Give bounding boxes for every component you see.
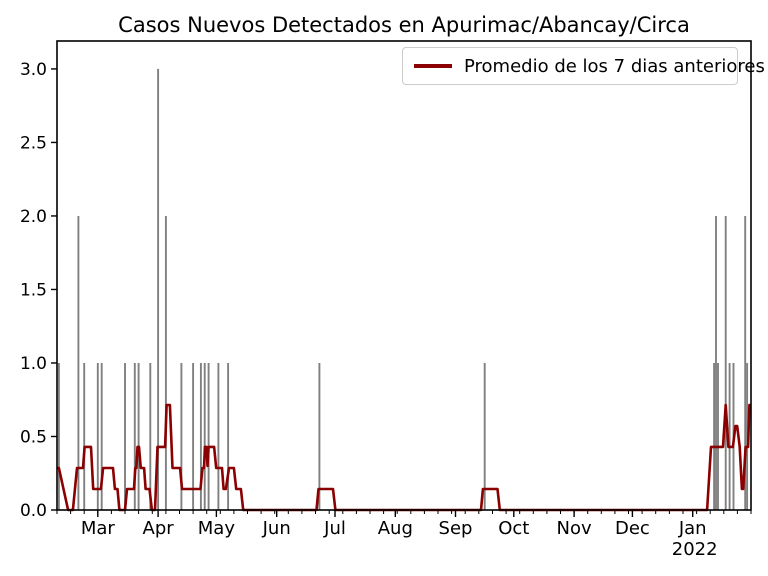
x-tick-label: Mar <box>81 518 116 539</box>
y-tick-label: 2.0 <box>20 207 47 227</box>
x-tick-label: Jun <box>262 518 291 539</box>
x-tick-label: Apr <box>143 518 175 539</box>
case-bars <box>57 68 749 510</box>
axes-frame <box>56 40 752 511</box>
x-tick-label: Oct <box>498 518 529 539</box>
chart-title: Casos Nuevos Detectados en Apurimac/Aban… <box>118 13 690 37</box>
y-tick-label: 1.5 <box>20 280 47 300</box>
x-tick-label: Sep <box>439 518 473 539</box>
legend-label: Promedio de los 7 dias anteriores <box>464 55 765 77</box>
y-tick-label: 0.5 <box>20 427 47 447</box>
y-axis: 0.0 0.5 1.0 1.5 2.0 2.5 3.0 <box>20 60 57 521</box>
x-year-label: 2022 <box>672 539 718 560</box>
y-tick-label: 0.0 <box>20 501 47 521</box>
y-tick-label: 3.0 <box>20 60 47 80</box>
x-tick-label: May <box>198 518 236 539</box>
legend: Promedio de los 7 dias anteriores <box>402 47 765 85</box>
y-tick-label: 2.5 <box>20 133 47 153</box>
legend-line-icon <box>414 64 452 68</box>
x-tick-label: Nov <box>557 518 592 539</box>
avg-line <box>57 403 751 512</box>
x-tick-label: Dec <box>615 518 650 539</box>
y-tick-label: 1.0 <box>20 354 47 374</box>
x-tick-label: Jan <box>678 518 707 539</box>
x-tick-label: Jul <box>323 518 346 539</box>
x-tick-label: Aug <box>378 518 413 539</box>
